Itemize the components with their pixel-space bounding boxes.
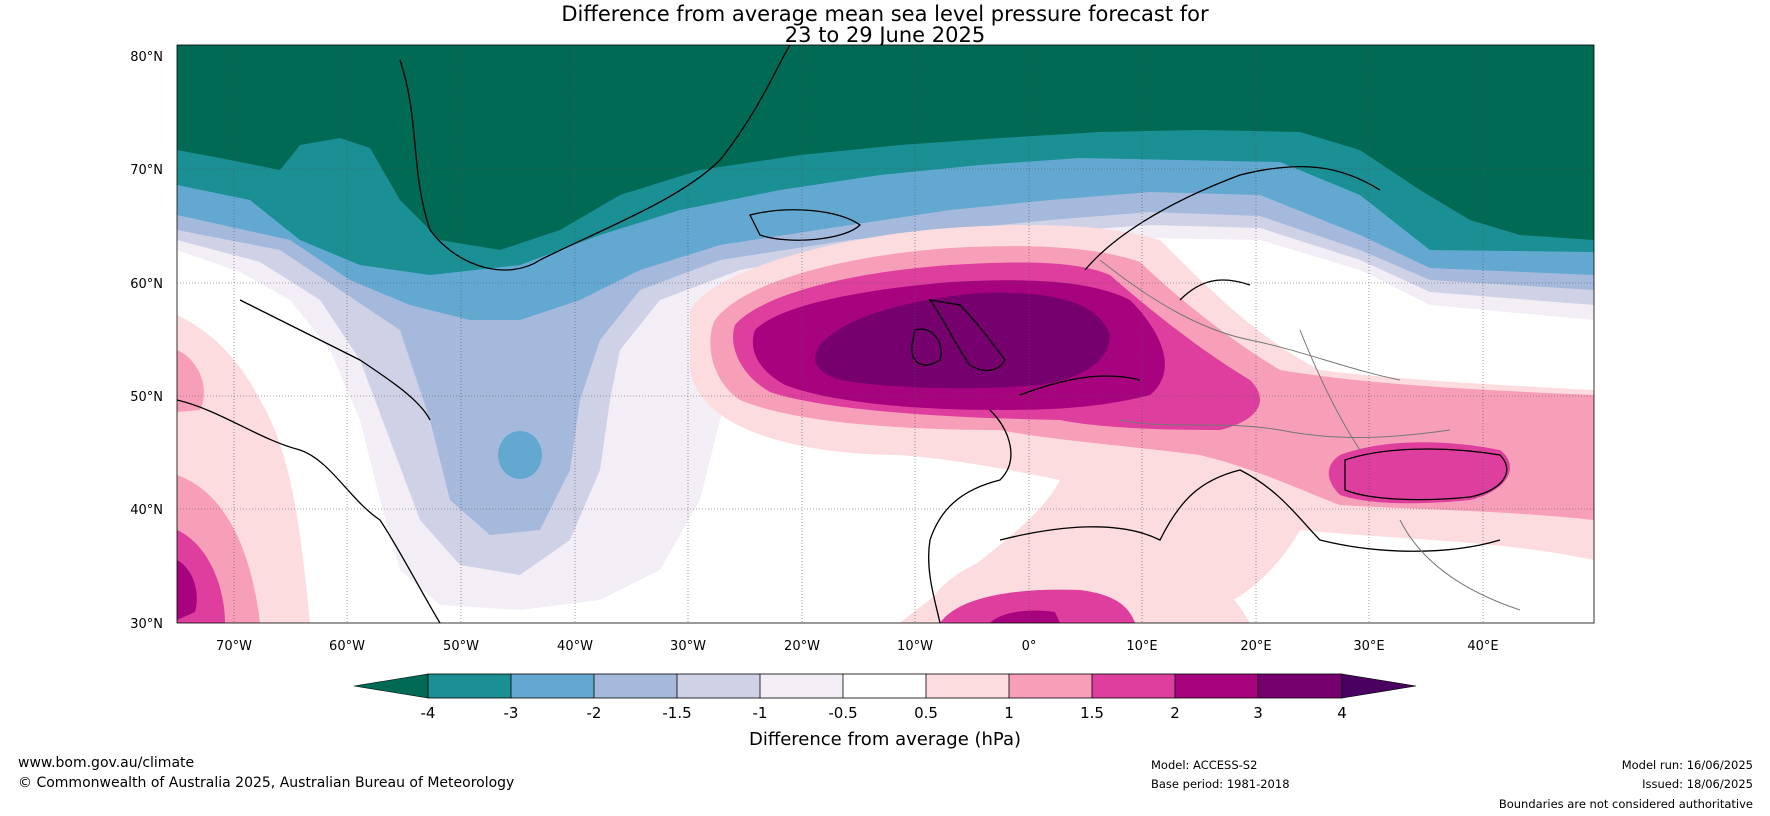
colorbar-segment xyxy=(677,674,760,698)
coastline-mediterranean xyxy=(999,469,1501,552)
lat-tick-label: 70°N xyxy=(130,163,163,178)
colorbar-label: -0.5 xyxy=(828,704,857,722)
lon-tick-label: 0° xyxy=(1022,639,1037,654)
latitude-tick-labels: 80°N 70°N 60°N 50°N 40°N 30°N xyxy=(130,50,163,632)
copyright-notice: © Commonwealth of Australia 2025, Austra… xyxy=(18,775,515,791)
colorbar-label: 4 xyxy=(1337,704,1347,722)
lon-tick-label: 30°E xyxy=(1353,639,1384,654)
colorbar-segment xyxy=(843,674,926,698)
colorbar-segment xyxy=(1258,674,1342,698)
colorbar-segment xyxy=(1341,673,1417,699)
country-borders xyxy=(1099,259,1521,611)
lat-tick-label: 80°N xyxy=(130,50,163,65)
boundaries-disclaimer: Boundaries are not considered authoritat… xyxy=(1498,797,1753,811)
colorbar-label: 0.5 xyxy=(914,704,938,722)
anomaly-black-sea-plus-1.5 xyxy=(1328,442,1510,504)
lon-tick-label: 70°W xyxy=(216,639,252,654)
lon-tick-label: 50°W xyxy=(443,639,479,654)
colorbar-label: -1 xyxy=(753,704,768,722)
anomaly-west-patch-plus-1 xyxy=(177,350,204,412)
colorbar-segment xyxy=(1092,674,1175,698)
colorbar-segment xyxy=(926,674,1009,698)
website-url: www.bom.gov.au/climate xyxy=(18,755,195,771)
model-run-date: Model run: 16/06/2025 xyxy=(1621,758,1753,772)
lat-tick-label: 60°N xyxy=(130,277,163,292)
anomaly-patch-minus-2 xyxy=(498,431,542,479)
gridlines xyxy=(177,45,1594,623)
map-frame xyxy=(176,44,1595,624)
lon-tick-label: 40°W xyxy=(557,639,593,654)
coastline-greenland xyxy=(399,45,791,271)
lon-tick-label: 30°W xyxy=(670,639,706,654)
anomaly-north-africa-plus-1.5 xyxy=(940,589,1135,623)
colorbar-segment xyxy=(353,673,429,699)
lon-tick-label: 20°W xyxy=(784,639,820,654)
colorbar-label: 1 xyxy=(1004,704,1014,722)
lon-tick-label: 20°E xyxy=(1240,639,1271,654)
coastlines xyxy=(177,45,1508,623)
colorbar-label: 3 xyxy=(1253,704,1263,722)
model-name: Model: ACCESS-S2 xyxy=(1151,758,1258,772)
colorbar-label: -3 xyxy=(504,704,519,722)
coastline-western-europe xyxy=(927,375,1141,623)
colorbar-segment xyxy=(760,674,843,698)
colorbar-label: -1.5 xyxy=(662,704,691,722)
colorbar-label: -2 xyxy=(587,704,602,722)
coastline-scandinavia xyxy=(1084,165,1381,301)
anomaly-band-plus-3 xyxy=(815,292,1110,389)
map-panel xyxy=(177,45,1594,623)
colorbar: -4 -3 -2 -1.5 -1 -0.5 0.5 1 1.5 2 3 4 Di… xyxy=(353,673,1417,750)
lat-tick-label: 50°N xyxy=(130,390,163,405)
coastline-ireland xyxy=(911,328,942,366)
colorbar-label: 1.5 xyxy=(1080,704,1104,722)
lat-tick-label: 40°N xyxy=(130,503,163,518)
colorbar-title: Difference from average (hPa) xyxy=(749,729,1021,750)
chart-title-line-2: 23 to 29 June 2025 xyxy=(784,23,986,47)
colorbar-segment xyxy=(1175,674,1258,698)
longitude-tick-labels: 70°W 60°W 50°W 40°W 30°W 20°W 10°W 0° 10… xyxy=(216,639,1499,654)
lon-tick-label: 60°W xyxy=(329,639,365,654)
colorbar-segment xyxy=(511,674,594,698)
colorbar-frame xyxy=(427,673,1343,699)
chart-title-line-1: Difference from average mean sea level p… xyxy=(561,2,1209,26)
anomaly-west-atlantic-plus-2 xyxy=(177,560,197,620)
coastline-black-sea xyxy=(1344,448,1508,501)
anomaly-band-minus-4 xyxy=(177,45,1594,250)
colorbar-label: -4 xyxy=(421,704,436,722)
colorbar-dividers xyxy=(510,674,1259,698)
lon-tick-label: 10°W xyxy=(897,639,933,654)
issued-date: Issued: 18/06/2025 xyxy=(1642,777,1753,791)
base-period: Base period: 1981-2018 xyxy=(1151,777,1290,791)
anomaly-north-africa-plus-2 xyxy=(990,610,1060,623)
coastline-iceland xyxy=(749,209,861,241)
colorbar-segment xyxy=(594,674,677,698)
lon-tick-label: 40°E xyxy=(1467,639,1498,654)
colorbar-segment xyxy=(1009,674,1092,698)
colorbar-label: 2 xyxy=(1170,704,1180,722)
lon-tick-label: 10°E xyxy=(1126,639,1157,654)
colorbar-segment xyxy=(428,674,511,698)
coastline-north-america xyxy=(177,299,441,623)
lat-tick-label: 30°N xyxy=(130,617,163,632)
coastline-great-britain xyxy=(928,299,1006,372)
